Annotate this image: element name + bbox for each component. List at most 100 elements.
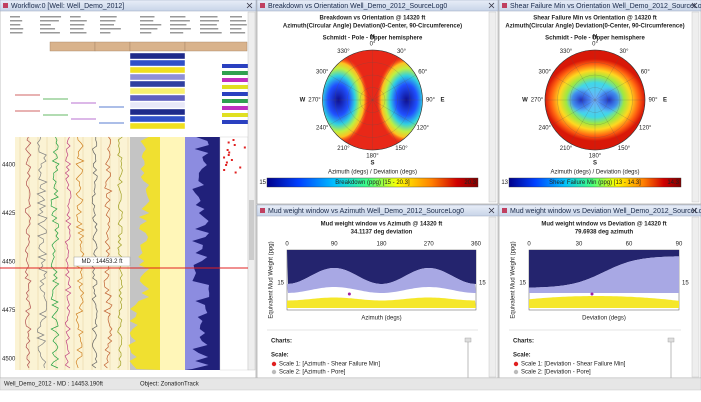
- chart-subtitle: Azimuth(Circular Angle) Deviation(0-Cent…: [505, 24, 684, 30]
- chart-title: Mud weight window vs Azimuth @ 14320 ft: [321, 222, 443, 228]
- cardinal-label: N: [593, 35, 597, 41]
- header-text: [230, 28, 242, 30]
- x-tick-label: 0: [285, 242, 289, 248]
- scale-dot: [513, 361, 519, 367]
- ring-label: 60°: [641, 70, 651, 76]
- ring-label: 90°: [648, 98, 658, 104]
- colorbar-label: Shear Failure Min (ppg) [13 - 14.3]: [549, 180, 641, 186]
- cardinal-label: W: [522, 98, 528, 104]
- lavender-region: [287, 268, 476, 293]
- header-text: [10, 16, 20, 18]
- charts-label: Charts:: [271, 339, 292, 345]
- scrollbar: [691, 216, 700, 378]
- scale-item: Scale 1: [Deviation - Shear Failure Min]: [521, 362, 626, 368]
- header-text: [100, 24, 115, 26]
- close-button: [691, 207, 698, 214]
- operating-point: [590, 292, 594, 296]
- ring-label: 30°: [619, 49, 629, 55]
- scrollbar: [488, 216, 497, 378]
- scale-label: Scale:: [513, 353, 531, 359]
- header-text: [200, 32, 222, 34]
- flag-mark: [239, 166, 242, 169]
- zone-band: [129, 80, 186, 88]
- x-axis-label: Azimuth (degs): [361, 316, 401, 322]
- status-right: Object: ZonationTrack: [140, 382, 200, 388]
- header-text: [100, 32, 111, 34]
- header-text: [100, 20, 116, 22]
- title-bar: [256, 0, 499, 12]
- flag-mark: [227, 141, 230, 144]
- projection-label: Schmidt - Pole - Upper hemisphere: [545, 36, 645, 42]
- ring-label: 270°: [308, 98, 321, 104]
- ring-label: 210°: [560, 146, 573, 152]
- zone-band: [129, 122, 186, 130]
- header-text: [140, 28, 158, 30]
- x-axis-label: Deviation (degs): [582, 316, 626, 322]
- zone-tag: [222, 120, 248, 124]
- ring-label: 180°: [366, 154, 379, 160]
- colorbar-min: 15: [259, 180, 266, 186]
- ring-label: 120°: [417, 126, 430, 132]
- header-text: [100, 16, 117, 18]
- scroll-thumb: [249, 200, 254, 260]
- yellow-band: [287, 297, 476, 308]
- net-spoke: [347, 56, 373, 101]
- zone-band: [129, 66, 186, 74]
- header-text: [140, 20, 154, 22]
- header-text: [200, 20, 220, 22]
- y-tick-label: 15: [479, 281, 486, 287]
- net-spoke: [569, 56, 596, 101]
- scrollbar: [488, 11, 497, 203]
- operating-point: [347, 292, 351, 296]
- header-text: [100, 28, 121, 30]
- yellow-track: [160, 137, 185, 370]
- ring-label: 180°: [589, 154, 602, 160]
- depth-label: 4425: [2, 211, 16, 217]
- header-text: [200, 28, 219, 30]
- chart-subtitle: 79.6938 deg azimuth: [575, 230, 634, 236]
- x-tick-label: 30: [576, 242, 583, 248]
- axis-label: Azimuth (degs) / Deviation (degs): [550, 170, 639, 176]
- flag-mark: [233, 144, 236, 146]
- header-text: [10, 20, 23, 22]
- flag-mark: [225, 164, 228, 166]
- header-text: [170, 20, 190, 22]
- net-spoke: [594, 99, 639, 126]
- zone-band: [129, 101, 186, 109]
- x-tick-label: 90: [676, 242, 683, 248]
- header-text: [10, 24, 21, 26]
- window-icon: [260, 3, 265, 8]
- zone-tag: [222, 113, 248, 117]
- colorbar: [508, 177, 682, 188]
- zone-tag: [222, 85, 248, 89]
- x-tick-label: 270: [424, 242, 435, 248]
- window-title: Mud weight window vs Deviation Well_Demo…: [510, 208, 701, 215]
- header-text: [10, 28, 24, 30]
- header-text: [230, 24, 247, 26]
- flag-mark: [230, 159, 233, 161]
- header-text: [70, 28, 84, 30]
- flag-mark: [226, 149, 229, 151]
- window-title: Breakdown vs Orientation Well_Demo_2012_…: [268, 3, 447, 10]
- y-tick-label: 15: [519, 281, 526, 287]
- zone-tag: [222, 64, 248, 68]
- yellow-fill: [128, 137, 160, 370]
- x-tick-label: 60: [626, 242, 633, 248]
- navy-region: [287, 250, 476, 284]
- log-curve: [50, 136, 60, 369]
- status-left: Well_Demo_2012 - MD : 14453.190ft: [4, 382, 103, 388]
- net-spoke: [372, 74, 416, 101]
- net-spoke: [594, 56, 621, 101]
- ring-label: 330°: [337, 49, 350, 55]
- y-tick-label: 15: [277, 281, 284, 287]
- zone-tag: [222, 71, 248, 75]
- scale-dot: [513, 369, 519, 375]
- ring-label: 120°: [639, 126, 652, 132]
- title-bar: [498, 0, 701, 12]
- header-text: [230, 16, 242, 18]
- net-spoke: [569, 99, 596, 144]
- zone-band: [129, 52, 186, 60]
- charts-label: Charts:: [513, 339, 534, 345]
- header-text: [70, 24, 85, 26]
- cardinal-label: N: [370, 35, 374, 41]
